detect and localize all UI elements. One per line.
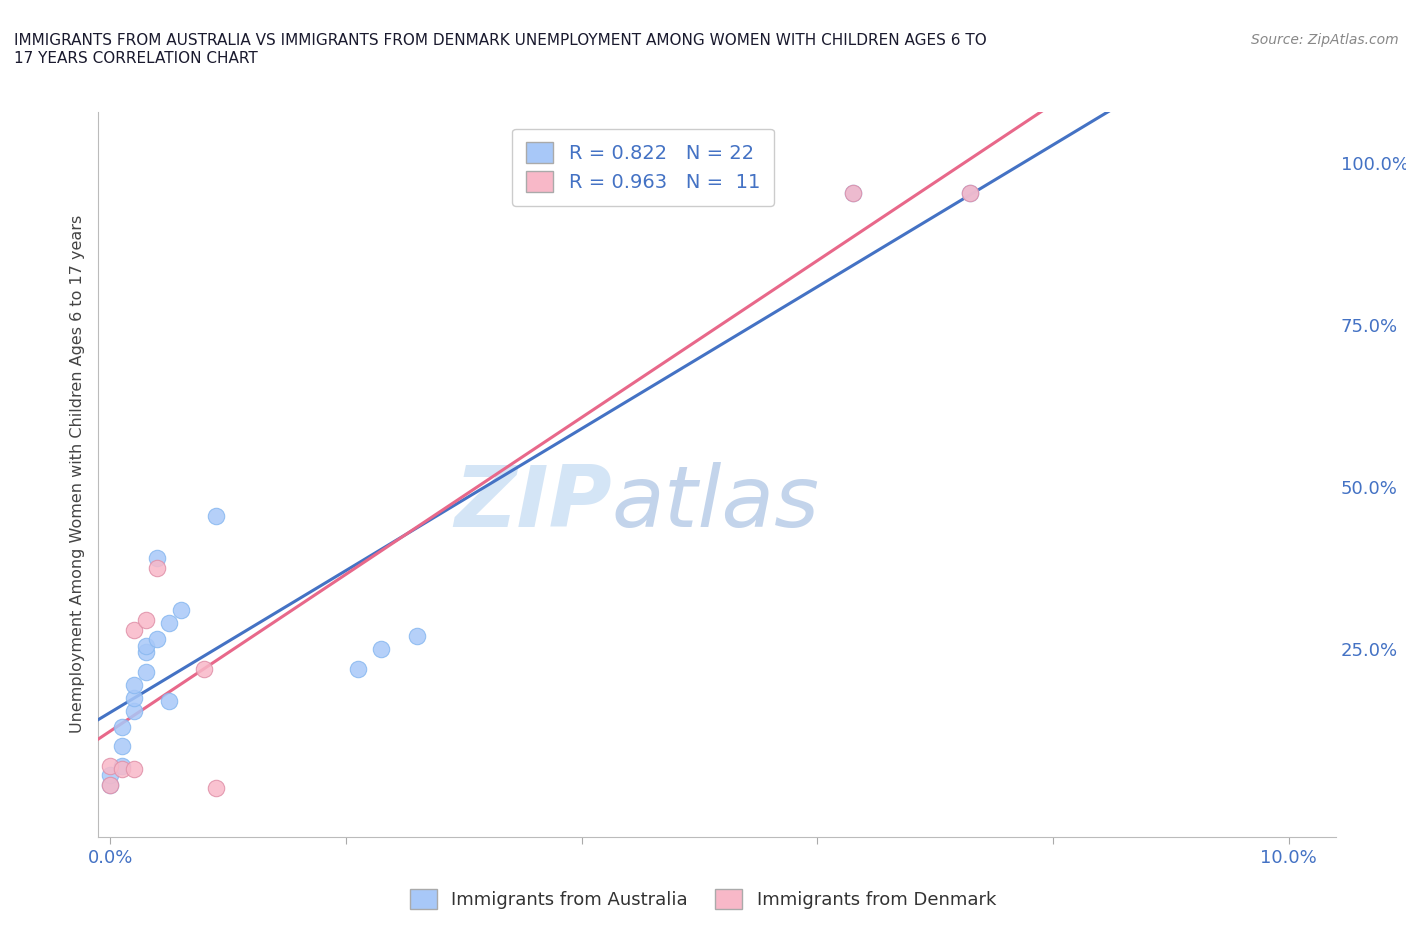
Point — [135, 639, 157, 654]
Point — [959, 185, 981, 200]
Point — [841, 185, 863, 200]
Point — [135, 645, 157, 660]
Y-axis label: Unemployment Among Women with Children Ages 6 to 17 years: Unemployment Among Women with Children A… — [69, 215, 84, 734]
Point — [193, 661, 215, 676]
Text: IMMIGRANTS FROM AUSTRALIA VS IMMIGRANTS FROM DENMARK UNEMPLOYMENT AMONG WOMEN WI: IMMIGRANTS FROM AUSTRALIA VS IMMIGRANTS … — [14, 33, 987, 47]
Point — [157, 694, 180, 709]
Point — [157, 616, 180, 631]
Point — [170, 603, 193, 618]
Point — [205, 781, 228, 796]
Text: ZIP: ZIP — [454, 462, 612, 545]
Point — [959, 185, 981, 200]
Point — [122, 690, 145, 705]
Legend: Immigrants from Australia, Immigrants from Denmark: Immigrants from Australia, Immigrants fr… — [402, 882, 1004, 916]
Point — [111, 762, 134, 777]
Text: Source: ZipAtlas.com: Source: ZipAtlas.com — [1251, 33, 1399, 46]
Point — [122, 762, 145, 777]
Point — [370, 642, 392, 657]
Point — [98, 758, 121, 773]
Point — [205, 509, 228, 524]
Point — [98, 777, 121, 792]
Point — [146, 632, 169, 647]
Point — [346, 661, 368, 676]
Point — [135, 613, 157, 628]
Point — [405, 629, 427, 644]
Point — [122, 622, 145, 637]
Legend: R = 0.822   N = 22, R = 0.963   N =  11: R = 0.822 N = 22, R = 0.963 N = 11 — [512, 128, 773, 206]
Text: atlas: atlas — [612, 462, 820, 545]
Point — [122, 677, 145, 692]
Text: 17 YEARS CORRELATION CHART: 17 YEARS CORRELATION CHART — [14, 51, 257, 66]
Point — [841, 185, 863, 200]
Point — [146, 551, 169, 566]
Point — [111, 738, 134, 753]
Point — [111, 758, 134, 773]
Point — [146, 561, 169, 576]
Point — [122, 703, 145, 718]
Point — [98, 768, 121, 783]
Point — [98, 777, 121, 792]
Point — [111, 720, 134, 735]
Point — [135, 664, 157, 679]
